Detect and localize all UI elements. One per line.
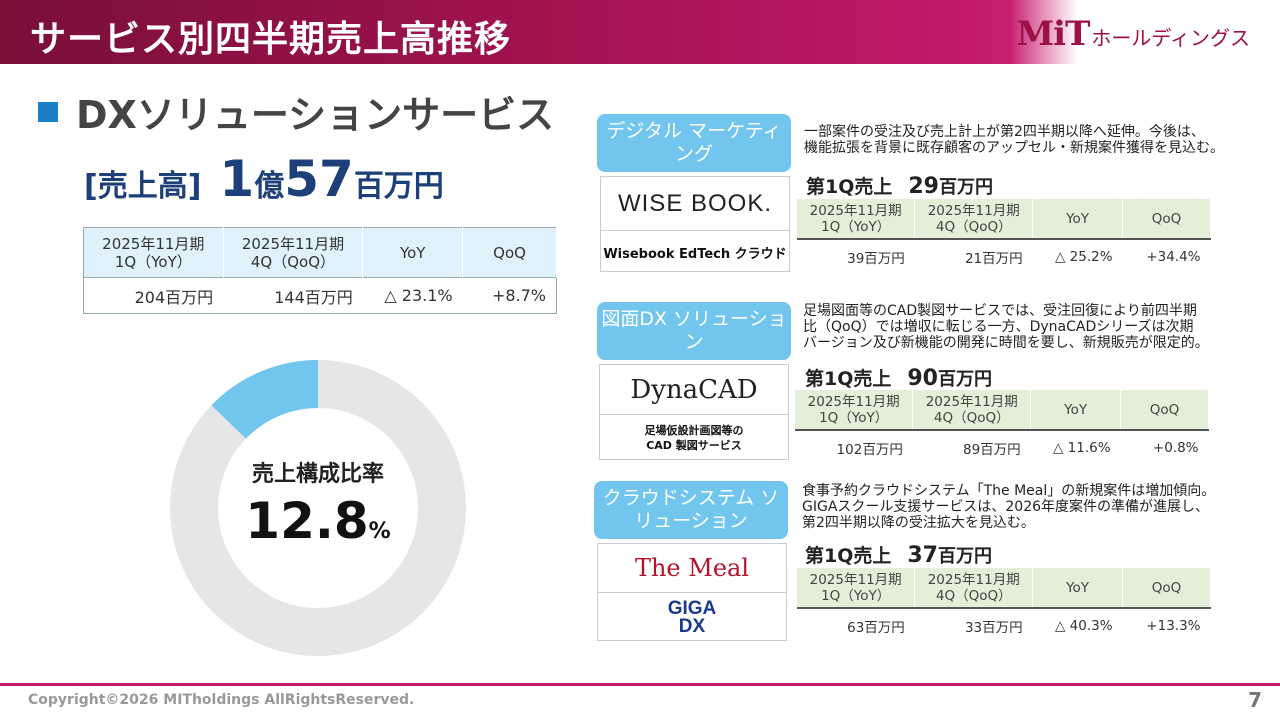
table-row: 39百万円 21百万円 △ 25.2% +34.4% <box>797 239 1211 273</box>
value-yoy: △ 25.2% <box>1054 248 1113 265</box>
q1-sales: 第1Q売上 29 百万円 <box>806 172 993 199</box>
value-4q: 89百万円 <box>962 441 1021 458</box>
header-yoy: YoY <box>1030 390 1122 431</box>
themeal-logo-box: The Meal GIGA DX <box>597 543 787 641</box>
service-table: 2025年11月期 1Q（YoY） 2025年11月期 4Q（QoQ） YoY … <box>797 199 1211 273</box>
donut-unit: % <box>368 519 391 544</box>
service-pill-digital-marketing: デジタル マーケティング <box>597 114 791 172</box>
q1-sales-unit: 百万円 <box>939 177 993 198</box>
value-1q: 204百万円 <box>83 277 224 314</box>
q1-sales-unit: 百万円 <box>938 546 992 567</box>
main-sales-table: 2025年11月期 1Q（YoY） 2025年11月期 4Q（QoQ） YoY … <box>83 227 557 314</box>
header-qoq: QoQ <box>1120 390 1209 431</box>
square-bullet-icon <box>38 101 58 122</box>
value-1q: 102百万円 <box>836 441 903 458</box>
value-qoq: +34.4% <box>1146 248 1201 265</box>
header-yoy: YoY <box>1032 199 1124 240</box>
service-description: 一部案件の受注及び売上計上が第2四半期以降へ延伸。今後は、 機能拡張を背景に既存… <box>804 124 1224 156</box>
service-pill-cloud-system: クラウドシステム ソリューション <box>594 481 788 539</box>
sales-value-oku: 1 <box>219 150 255 208</box>
section-title: DXソリューションサービス <box>76 93 555 137</box>
header-qoq: QoQ <box>1122 568 1211 609</box>
service-table: 2025年11月期 1Q（YoY） 2025年11月期 4Q（QoQ） YoY … <box>795 390 1209 464</box>
header-4q-qoq: 2025年11月期 4Q（QoQ） <box>914 568 1034 609</box>
wisebook-logo: WISE BOOK. <box>601 177 789 231</box>
header-4q-qoq: 2025年11月期 4Q（QoQ） <box>914 199 1034 240</box>
table-header-row: 2025年11月期 1Q（YoY） 2025年11月期 4Q（QoQ） YoY … <box>797 199 1211 240</box>
header-4q-qoq: 2025年11月期 4Q（QoQ） <box>912 390 1032 431</box>
dynacad-caption: 足場仮設計画図等の CAD 製図サービス <box>644 424 744 452</box>
logo-text: ホールディングス <box>1091 26 1250 50</box>
dynacad-logo-box: DynaCAD 足場仮設計画図等の CAD 製図サービス <box>599 364 789 460</box>
page-title: サービス別四半期売上高推移 <box>30 19 512 60</box>
sales-total: [売上高] 1 億 57 百万円 <box>84 150 444 208</box>
header-1q-yoy: 2025年11月期 1Q（YoY） <box>83 227 224 278</box>
value-yoy: △ 23.1% <box>362 277 463 314</box>
section-heading: DXソリューションサービス <box>38 84 554 139</box>
copyright: Copyright©2026 MITholdings AllRightsRese… <box>28 692 415 708</box>
value-qoq: +13.3% <box>1146 617 1201 634</box>
service-description: 足場図面等のCAD製図サービスでは、受注回復により前四半期 比（QoQ）では増収… <box>803 303 1209 351</box>
header-4q-qoq: 2025年11月期 4Q（QoQ） <box>223 227 364 278</box>
logo-area: MiT ホールディングス <box>1010 0 1280 64</box>
header-qoq: QoQ <box>462 227 557 278</box>
sales-unit-million: 百万円 <box>353 169 444 204</box>
wisebook-caption: Wisebook EdTech クラウド <box>603 246 787 262</box>
page-number: 7 <box>1248 688 1262 712</box>
q1-sales-value: 90 <box>907 366 938 391</box>
table-header-row: 2025年11月期 1Q（YoY） 2025年11月期 4Q（QoQ） YoY … <box>797 568 1211 609</box>
header-bar: サービス別四半期売上高推移 MiT ホールディングス <box>0 0 1280 64</box>
themeal-logo: The Meal <box>598 544 786 593</box>
q1-sales: 第1Q売上 37 百万円 <box>805 541 992 568</box>
service-pill-drawing-dx: 図面DX ソリューション <box>597 302 791 360</box>
header-1q-yoy: 2025年11月期 1Q（YoY） <box>795 390 914 431</box>
company-logo: MiT ホールディングス <box>1016 14 1250 54</box>
q1-sales: 第1Q売上 90 百万円 <box>805 364 992 391</box>
q1-sales-value: 29 <box>908 174 939 199</box>
header-qoq: QoQ <box>1122 199 1211 240</box>
dynacad-logo: DynaCAD <box>600 365 788 415</box>
donut-value-wrap: 12.8% <box>170 492 466 550</box>
sales-label: [売上高] <box>84 169 202 204</box>
value-qoq: +0.8% <box>1152 439 1199 456</box>
table-row: 102百万円 89百万円 △ 11.6% +0.8% <box>795 430 1209 464</box>
value-1q: 39百万円 <box>847 250 905 267</box>
table-row: 204百万円 144百万円 △ 23.1% +8.7% <box>83 277 557 314</box>
service-description: 食事予約クラウドシステム「The Meal」の新規案件は増加傾向。 GIGAスク… <box>802 483 1216 531</box>
sales-unit-oku: 億 <box>254 169 285 204</box>
sales-value-million: 57 <box>284 150 354 208</box>
footer-divider <box>0 683 1280 686</box>
q1-sales-value: 37 <box>907 543 938 568</box>
value-yoy: △ 40.3% <box>1054 617 1113 634</box>
donut-value: 12.8 <box>245 492 369 550</box>
composition-donut: 売上構成比率 12.8% <box>170 360 466 656</box>
service-table: 2025年11月期 1Q（YoY） 2025年11月期 4Q（QoQ） YoY … <box>797 568 1211 642</box>
value-4q: 33百万円 <box>964 619 1023 636</box>
header-yoy: YoY <box>1032 568 1124 609</box>
value-qoq: +8.7% <box>462 277 557 314</box>
header-1q-yoy: 2025年11月期 1Q（YoY） <box>797 568 916 609</box>
value-yoy: △ 11.6% <box>1053 439 1111 456</box>
q1-sales-label: 第1Q売上 <box>805 368 892 390</box>
value-4q: 21百万円 <box>964 250 1023 267</box>
table-header-row: 2025年11月期 1Q（YoY） 2025年11月期 4Q（QoQ） YoY … <box>795 390 1209 431</box>
donut-label: 売上構成比率 <box>251 462 384 487</box>
q1-sales-label: 第1Q売上 <box>806 176 893 198</box>
table-header-row: 2025年11月期 1Q（YoY） 2025年11月期 4Q（QoQ） YoY … <box>83 227 557 278</box>
donut-highlight-segment <box>211 360 319 440</box>
gigadx-logo: GIGA DX <box>667 597 717 637</box>
donut-chart <box>170 360 466 656</box>
value-4q: 144百万円 <box>223 277 363 314</box>
header-1q-yoy: 2025年11月期 1Q（YoY） <box>797 199 916 240</box>
table-row: 63百万円 33百万円 △ 40.3% +13.3% <box>797 608 1211 642</box>
q1-sales-unit: 百万円 <box>938 369 992 390</box>
wisebook-logo-box: WISE BOOK. Wisebook EdTech クラウド <box>600 176 790 272</box>
header-yoy: YoY <box>362 227 464 278</box>
value-1q: 63百万円 <box>847 619 905 636</box>
logo-mark: MiT <box>1016 14 1091 54</box>
q1-sales-label: 第1Q売上 <box>805 545 892 567</box>
